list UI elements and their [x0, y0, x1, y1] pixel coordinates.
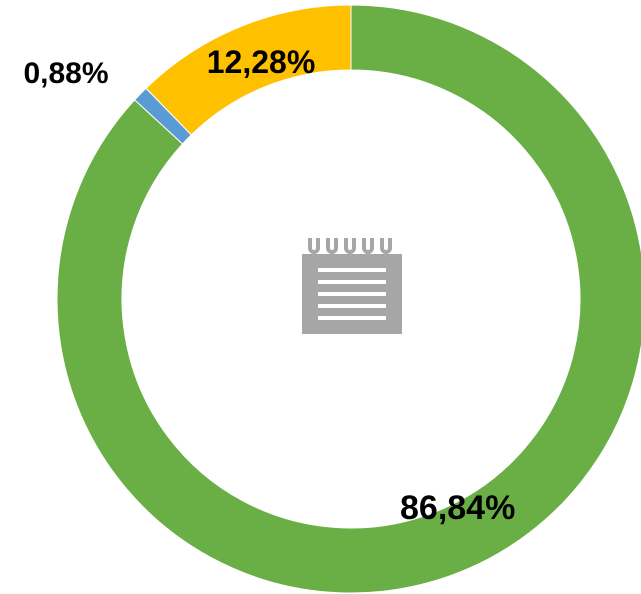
data-label: 12,28%: [206, 44, 316, 80]
icon-lines: [318, 268, 386, 320]
segments: [56, 4, 641, 594]
data-label: 86,84%: [400, 489, 516, 527]
icon-body: [302, 246, 402, 334]
note-icon: [302, 236, 402, 334]
data-label: 0,88%: [23, 57, 109, 90]
donut-segment: [56, 4, 641, 594]
icon-rings: [308, 238, 392, 254]
donut-segment: [145, 4, 352, 136]
